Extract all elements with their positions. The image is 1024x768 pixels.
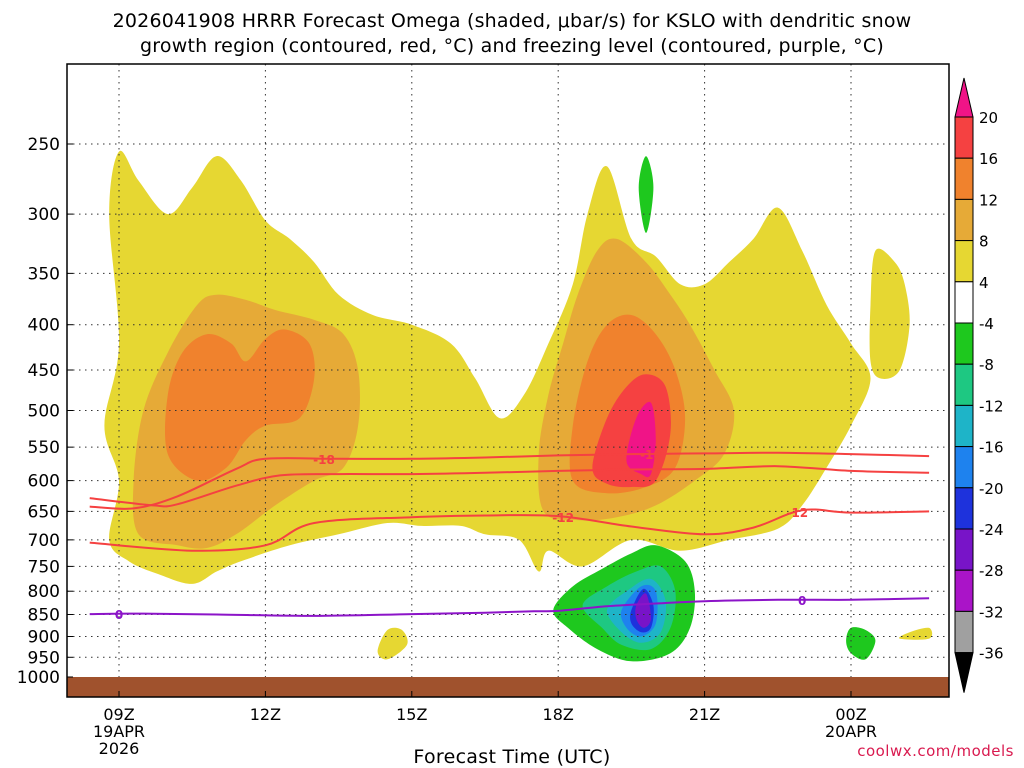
x-axis-label: Forecast Time (UTC) (413, 746, 611, 768)
colorbar-swatch-5 (954, 281, 974, 324)
credit-link[interactable]: coolwx.com/models (857, 742, 1014, 760)
y-tick-label-550: 550 (28, 438, 60, 458)
colorbar-top-arrow (954, 77, 974, 118)
omega-region-6 (164, 329, 315, 481)
y-tick-label-900: 900 (28, 627, 60, 647)
x-tick-label: 15Z (396, 705, 427, 724)
colorbar-swatch-4 (954, 240, 974, 283)
colorbar-label: 16 (979, 150, 998, 168)
colorbar-swatch-8 (954, 404, 974, 448)
contour-label-0: 0 (115, 608, 123, 622)
chart-title-line2: growth region (contoured, red, °C) and f… (140, 35, 884, 57)
contour--12b (89, 508, 930, 552)
y-tick-label-850: 850 (28, 606, 60, 626)
omega-region-16 (635, 593, 651, 628)
colorbar-label: 20 (979, 109, 998, 127)
colorbar-label: 4 (979, 274, 989, 292)
colorbar-swatch-10 (954, 487, 974, 530)
y-tick-label-400: 400 (28, 316, 60, 336)
ground-layer (67, 677, 949, 697)
contour-label--12b: -12 (786, 506, 808, 520)
y-tick-label-450: 450 (28, 361, 60, 381)
omega-shading (104, 150, 933, 662)
contour-label--12b: -12 (552, 511, 574, 525)
colorbar-label: -12 (979, 397, 1004, 415)
colorbar-swatch-13 (954, 610, 974, 654)
x-tick-label: 18Z (543, 705, 574, 724)
colorbar-label: -20 (979, 480, 1004, 498)
colorbar-label: -24 (979, 521, 1004, 539)
y-tick-label-600: 600 (28, 472, 60, 492)
colorbar: 20 16 12 8 4 -4 -8 -12 -16 -20 -24 -28 -32 -36 (954, 77, 1004, 693)
contour-lines: -18 -18 -12 -12 0 0 (89, 448, 930, 622)
contour-label-0: 0 (798, 594, 806, 608)
contour--12 (89, 465, 930, 508)
x-tick-label: 00Z (835, 705, 866, 724)
x-tick-label: 09Z (103, 705, 134, 724)
y-tick-label-750: 750 (28, 557, 60, 577)
contour-label--18: -18 (640, 448, 662, 462)
x-tick-label: 21Z (689, 705, 720, 724)
plot-frame (66, 63, 950, 698)
x-tick-year: 2026 (99, 739, 140, 758)
y-axis: 2503003504004505005506006507007508008509… (17, 135, 73, 688)
y-tick-label-250: 250 (28, 135, 60, 155)
omega-region-3 (377, 627, 408, 660)
omega-region-9 (626, 401, 656, 478)
colorbar-swatch-6 (954, 322, 974, 365)
contour--18 (89, 451, 930, 510)
x-tick-sublabel: 19APR (93, 722, 145, 741)
y-tick-label-1000: 1000 (17, 668, 60, 688)
y-tick-label-500: 500 (28, 402, 60, 422)
y-tick-label-700: 700 (28, 531, 60, 551)
colorbar-swatch-11 (954, 528, 974, 571)
y-tick-label-350: 350 (28, 264, 60, 284)
colorbar-swatch-7 (954, 363, 974, 406)
x-tick-label: 12Z (250, 705, 281, 724)
contour-0 (89, 597, 930, 617)
omega-region-1 (869, 248, 910, 379)
colorbar-label: -36 (979, 645, 1004, 663)
colorbar-swatch-1 (954, 116, 974, 159)
y-tick-label-300: 300 (28, 205, 60, 225)
colorbar-label: -16 (979, 439, 1004, 457)
colorbar-label: -8 (979, 356, 994, 374)
colorbar-bottom-arrow (954, 652, 974, 693)
x-tick-sublabel: 20APR (825, 722, 877, 741)
y-tick-label-800: 800 (28, 582, 60, 602)
y-tick-label-950: 950 (28, 648, 60, 668)
colorbar-label: -32 (979, 603, 1004, 621)
colorbar-label: -28 (979, 562, 1004, 580)
colorbar-swatch-3 (954, 198, 974, 242)
colorbar-label: 12 (979, 191, 998, 209)
colorbar-swatch-12 (954, 569, 974, 612)
colorbar-label: 8 (979, 233, 989, 251)
contour-label--18: -18 (313, 453, 335, 467)
omega-region-17 (846, 627, 876, 660)
chart-title: 2026041908 HRRR Forecast Omega (shaded, … (112, 10, 912, 32)
colorbar-label: -4 (979, 315, 994, 333)
colorbar-swatch-9 (954, 446, 974, 489)
y-tick-label-650: 650 (28, 502, 60, 522)
colorbar-swatch-2 (954, 157, 974, 200)
